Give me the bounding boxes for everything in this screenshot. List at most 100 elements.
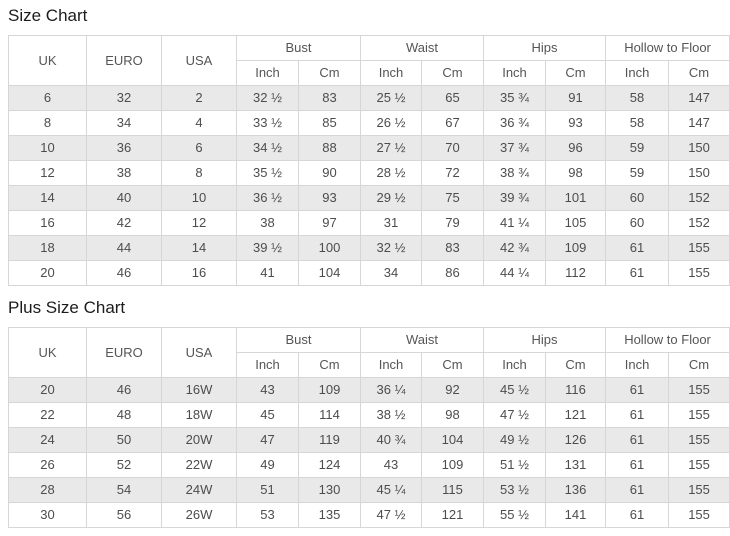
table-cell: 34: [360, 260, 423, 286]
table-cell: 32: [86, 85, 162, 111]
col-header-uk: UK: [8, 327, 87, 378]
table-cell: 101: [545, 185, 607, 211]
table-cell: 90: [297, 160, 362, 186]
table-cell: 42 ¾: [483, 235, 547, 261]
subcol-hips-inch: Inch: [483, 60, 547, 86]
table-row: 14 40 10 36 ½ 93 29 ½ 75 39 ¾ 101 60 152: [8, 185, 730, 211]
table-cell: 147: [668, 110, 730, 136]
table-cell: 58: [605, 85, 670, 111]
table-cell: 49 ½: [483, 427, 547, 453]
col-group-hips: Hips: [483, 35, 607, 61]
table-cell: 115: [421, 477, 485, 503]
table-cell: 18: [8, 235, 87, 261]
table-cell: 152: [668, 185, 730, 211]
subcol-bust-inch: Inch: [236, 352, 299, 378]
table-cell: 130: [297, 477, 362, 503]
table-cell: 22: [8, 402, 87, 428]
table-cell: 86: [421, 260, 485, 286]
table-cell: 52: [86, 452, 162, 478]
table-cell: 45 ¼: [360, 477, 423, 503]
table-cell: 155: [668, 235, 730, 261]
table-cell: 16W: [161, 377, 237, 403]
table-cell: 34 ½: [236, 135, 299, 161]
table-cell: 39 ½: [236, 235, 299, 261]
table-cell: 61: [605, 377, 670, 403]
table-cell: 33 ½: [236, 110, 299, 136]
table-cell: 93: [545, 110, 607, 136]
table-cell: 43: [360, 452, 423, 478]
table-cell: 114: [297, 402, 362, 428]
table-cell: 24: [8, 427, 87, 453]
subcol-waist-cm: Cm: [421, 352, 485, 378]
size-chart-table: UK EURO USA Bust Waist Hips Hollow to Floor Inc…: [8, 35, 730, 286]
table-cell: 39 ¾: [483, 185, 547, 211]
table-cell: 10: [161, 185, 237, 211]
table-cell: 109: [297, 377, 362, 403]
col-header-euro: EURO: [86, 35, 162, 86]
table-row: 6 32 2 32 ½ 83 25 ½ 65 35 ¾ 91 58 147: [8, 85, 730, 111]
table-cell: 4: [161, 110, 237, 136]
table-cell: 28 ½: [360, 160, 423, 186]
table-cell: 8: [161, 160, 237, 186]
table-cell: 65: [421, 85, 485, 111]
table-cell: 26 ½: [360, 110, 423, 136]
table-cell: 79: [421, 210, 485, 236]
table-cell: 27 ½: [360, 135, 423, 161]
table-cell: 98: [545, 160, 607, 186]
table-row: 30 56 26W 53 135 47 ½ 121 55 ½ 141 61 155: [8, 502, 730, 528]
table-cell: 28: [8, 477, 87, 503]
table-cell: 14: [161, 235, 237, 261]
table-row: 20 46 16W 43 109 36 ¼ 92 45 ½ 116 61 155: [8, 377, 730, 403]
table-cell: 152: [668, 210, 730, 236]
table-cell: 42: [86, 210, 162, 236]
table-cell: 109: [545, 235, 607, 261]
table-cell: 10: [8, 135, 87, 161]
table-cell: 121: [421, 502, 485, 528]
col-header-uk: UK: [8, 35, 87, 86]
table-cell: 126: [545, 427, 607, 453]
table-cell: 18W: [161, 402, 237, 428]
table-cell: 155: [668, 427, 730, 453]
table-cell: 16: [161, 260, 237, 286]
table-cell: 92: [421, 377, 485, 403]
subcol-hips-cm: Cm: [545, 352, 607, 378]
table-cell: 14: [8, 185, 87, 211]
table-row: 18 44 14 39 ½ 100 32 ½ 83 42 ¾ 109 61 155: [8, 235, 730, 261]
subcol-hollow-to-floor-cm: Cm: [668, 352, 730, 378]
col-header-euro: EURO: [86, 327, 162, 378]
subcol-waist-inch: Inch: [360, 352, 423, 378]
table-cell: 32 ½: [360, 235, 423, 261]
table-cell: 50: [86, 427, 162, 453]
table-cell: 61: [605, 452, 670, 478]
table-cell: 85: [297, 110, 362, 136]
table-cell: 83: [421, 235, 485, 261]
table-cell: 67: [421, 110, 485, 136]
col-group-bust: Bust: [235, 35, 362, 61]
table-cell: 61: [605, 260, 670, 286]
table-cell: 60: [605, 210, 670, 236]
table-cell: 51 ½: [483, 452, 547, 478]
table-cell: 61: [605, 235, 670, 261]
size-chart-section: Size Chart UK EURO USA Bust Waist Hips Hollow …: [8, 5, 730, 286]
subcol-hips-inch: Inch: [483, 352, 547, 378]
table-cell: 155: [668, 477, 730, 503]
table-cell: 26W: [161, 502, 237, 528]
table-cell: 24W: [161, 477, 237, 503]
table-cell: 38 ¾: [483, 160, 547, 186]
table-row: 12 38 8 35 ½ 90 28 ½ 72 38 ¾ 98 59 150: [8, 160, 730, 186]
table-cell: 34: [86, 110, 162, 136]
table-cell: 61: [605, 427, 670, 453]
plus-size-chart-section: Plus Size Chart UK EURO USA Bust Waist Hips Ho…: [8, 297, 730, 528]
col-group-hollow-to-floor: Hollow to Floor: [605, 35, 730, 61]
table-cell: 53 ½: [483, 477, 547, 503]
table-cell: 44 ¼: [483, 260, 547, 286]
table-cell: 53: [236, 502, 299, 528]
subcol-hollow-to-floor-inch: Inch: [605, 60, 670, 86]
table-cell: 147: [668, 85, 730, 111]
table-cell: 150: [668, 135, 730, 161]
table-cell: 83: [297, 85, 362, 111]
subcol-waist-cm: Cm: [421, 60, 485, 86]
table-cell: 46: [86, 260, 162, 286]
table-cell: 48: [86, 402, 162, 428]
